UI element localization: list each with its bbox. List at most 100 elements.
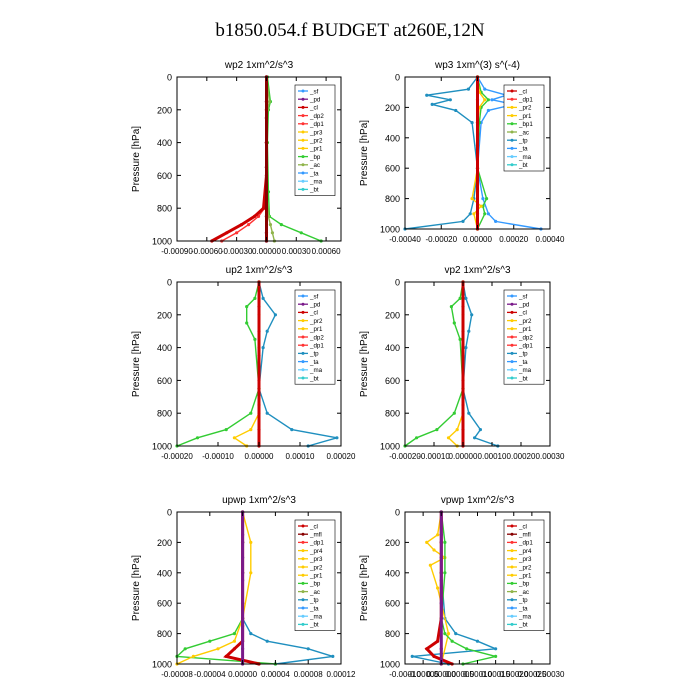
y-tick-label: 200 [157,310,172,320]
data-point [467,411,471,415]
y-tick-label: 0 [167,278,172,288]
data-point [435,428,439,432]
data-point [452,411,456,415]
x-tick-label: 0.00000 [228,670,257,679]
legend-marker [510,549,514,553]
legend-marker [301,138,305,142]
data-point [261,206,266,210]
data-point [279,223,283,227]
data-point [249,411,253,415]
panel-title: vpwp 1xm^2/s^3 [441,495,515,506]
data-point [461,305,465,309]
legend-label: _pr1 [309,326,323,333]
legend-label: _dp1 [309,343,324,350]
data-point [265,411,269,415]
y-tick-label: 800 [157,629,172,639]
data-point [183,647,187,651]
legend-marker [510,524,514,528]
legend-marker [510,590,514,594]
data-point [232,632,236,636]
data-point [225,231,229,235]
data-point [264,141,269,145]
legend-label: _pr3 [309,556,323,563]
legend-marker [301,590,305,594]
data-point [425,540,429,545]
legend-marker [301,179,305,183]
legend-marker [301,122,305,126]
data-point [208,639,212,643]
legend-marker [301,598,305,602]
data-point [490,98,494,102]
legend-marker [510,360,514,364]
data-point [245,321,249,325]
data-point [458,337,462,341]
data-point [446,632,451,636]
legend-label: _pd [518,302,530,309]
legend-label: _sf [309,293,319,300]
legend-label: _pd [309,302,321,309]
legend-label: _ta [309,359,319,366]
data-point [481,197,485,201]
panel-title: up2 1xm^2/s^3 [226,265,293,276]
legend-marker [301,319,305,323]
data-point [257,354,261,358]
y-tick-label: 600 [385,164,400,174]
legend-label: _bp1 [518,121,533,128]
data-point [299,231,303,235]
legend-label: _ma [518,614,532,621]
y-tick-label: 200 [385,103,400,113]
data-point [268,223,273,227]
legend-marker [301,187,305,191]
data-point [257,305,261,309]
data-point [483,87,487,91]
data-point [464,346,468,350]
plot-frame [176,511,342,665]
y-tick-label: 1000 [152,660,172,670]
legend-marker [510,335,514,339]
legend-label: _ta [309,605,319,612]
data-point [479,204,483,208]
data-point [461,329,465,333]
data-point [439,601,443,605]
legend-marker [301,573,305,577]
x-tick-label: 0.00000 [463,235,492,244]
legend-marker [301,581,305,585]
data-point [450,639,454,643]
data-point [261,296,265,300]
data-point [443,540,447,545]
x-tick-label: 0.00020 [499,235,528,244]
data-point [446,436,451,440]
data-point [253,337,257,341]
data-point [494,654,498,659]
legend-marker [301,614,305,618]
x-tick-label: 0.00060 [312,247,341,256]
data-point [430,102,434,106]
x-tick-label: -0.00004 [194,670,226,679]
data-point [468,212,472,216]
legend-marker [301,557,305,561]
y-tick-label: 400 [157,343,172,353]
data-point [246,223,251,227]
data-point [335,436,339,440]
legend-marker [301,376,305,380]
data-point [470,121,474,125]
chart-panel: wp3 1xm^(3) s^(-4) Pressure [hPa] 0 200 400 6… [359,60,565,244]
x-tick-label: 0.00010 [463,670,492,679]
data-point [449,305,453,309]
data-point [458,296,462,300]
legend-marker [510,343,514,347]
legend-marker [510,310,514,314]
y-tick-label: 400 [385,133,400,143]
y-tick-label: 600 [157,599,172,609]
legend-label: _bp [309,154,321,161]
data-point [452,321,456,325]
legend-label: _sf [518,293,528,300]
x-tick-label: 0.00005 [445,670,474,679]
legend-label: _dp2 [309,113,324,120]
series-line [176,281,260,447]
data-point [461,354,465,358]
legend-label: _ma [518,154,532,161]
data-point [249,571,253,575]
chart-panel: vpwp 1xm^2/s^3 Pressure [hPa] 0 200 400 600 80… [359,495,565,679]
